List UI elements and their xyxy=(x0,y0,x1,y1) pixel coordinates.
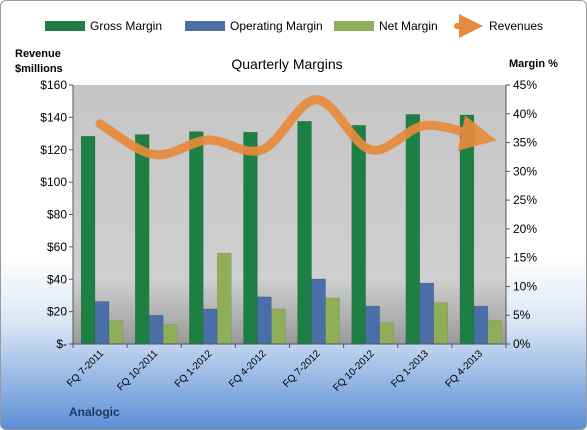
bar-operating-margin-3 xyxy=(257,296,272,345)
series-operating-margin xyxy=(94,278,489,345)
left-axis-label-line-1: Revenue xyxy=(15,48,61,60)
left-tick-label: $20 xyxy=(47,305,67,319)
left-tick-label: $100 xyxy=(40,175,67,189)
chart-title: Quarterly Margins xyxy=(231,56,342,72)
bar-net-margin-7 xyxy=(487,320,503,345)
bar-gross-margin-6 xyxy=(405,114,421,345)
right-tick-label: 35% xyxy=(513,136,537,150)
x-tick-label: FQ 4-2012 xyxy=(227,348,269,390)
right-tick-label: 5% xyxy=(513,308,531,322)
bar-operating-margin-7 xyxy=(473,305,489,345)
bar-operating-margin-2 xyxy=(203,308,218,345)
x-tick-label: FQ 1-2012 xyxy=(173,348,215,390)
x-tick-label: FQ 7-2012 xyxy=(281,348,323,390)
bar-gross-margin-0 xyxy=(80,135,96,345)
series-gross-margin xyxy=(80,114,475,345)
left-tick-label: $120 xyxy=(40,143,67,157)
bar-net-margin-6 xyxy=(433,302,449,345)
right-tick-label: 30% xyxy=(513,164,537,178)
right-tick-label: 40% xyxy=(513,107,537,121)
left-tick-label: $160 xyxy=(40,78,67,92)
right-axis-label: Margin % xyxy=(509,58,558,70)
bar-operating-margin-1 xyxy=(148,314,164,345)
x-tick-label: FQ 4-2013 xyxy=(443,348,485,390)
x-tick-label: FQ 7-2011 xyxy=(65,348,106,389)
left-axis-label-line-2: $millions xyxy=(15,63,63,75)
company-caption: Analogic xyxy=(69,405,120,419)
legend-label-operating-margin: Operating Margin xyxy=(230,19,323,33)
bar-gross-margin-1 xyxy=(134,134,150,345)
bar-operating-margin-0 xyxy=(94,301,110,345)
bar-gross-margin-3 xyxy=(243,131,258,345)
bar-net-margin-5 xyxy=(379,322,394,345)
bar-gross-margin-2 xyxy=(189,131,204,345)
x-tick-label: FQ 1-2013 xyxy=(389,348,431,390)
right-tick-label: 10% xyxy=(513,279,537,293)
right-tick-label: 20% xyxy=(513,222,537,236)
revenue-line-layer xyxy=(95,95,497,160)
bar-gross-margin-7 xyxy=(459,114,475,345)
legend-swatch-gross-margin xyxy=(45,21,85,31)
bar-operating-margin-6 xyxy=(419,282,435,345)
x-tick-label: FQ 10-2011 xyxy=(115,348,160,393)
legend-swatch-operating-margin xyxy=(185,21,225,31)
left-tick-label: $- xyxy=(56,337,67,351)
bar-net-margin-1 xyxy=(162,324,178,345)
series-net-margin xyxy=(108,252,503,345)
bar-operating-margin-4 xyxy=(311,278,326,345)
revenue-line xyxy=(95,95,497,160)
legend-label-revenues: Revenues xyxy=(489,19,543,33)
left-tick-label: $140 xyxy=(40,110,67,124)
bar-gross-margin-5 xyxy=(351,125,366,345)
right-tick-label: 0% xyxy=(513,337,531,351)
legend-label-gross-margin: Gross Margin xyxy=(90,19,162,33)
x-tick-label: FQ 10-2012 xyxy=(331,348,377,394)
left-tick-label: $60 xyxy=(47,240,67,254)
bar-operating-margin-5 xyxy=(365,305,380,345)
legend: Gross Margin Operating Margin Net Margin Re… xyxy=(45,14,543,38)
legend-swatch-net-margin xyxy=(334,21,374,31)
legend-label-net-margin: Net Margin xyxy=(379,19,438,33)
bar-net-margin-4 xyxy=(325,297,340,345)
bars xyxy=(80,114,503,345)
right-tick-label: 45% xyxy=(513,78,537,92)
bar-gross-margin-4 xyxy=(297,121,312,345)
right-tick-label: 25% xyxy=(513,193,537,207)
bar-net-margin-2 xyxy=(217,252,232,345)
bar-net-margin-0 xyxy=(108,320,124,345)
bar-net-margin-3 xyxy=(271,308,286,345)
left-tick-label: $40 xyxy=(47,272,67,286)
left-tick-label: $80 xyxy=(47,208,67,222)
right-tick-label: 15% xyxy=(513,251,537,265)
